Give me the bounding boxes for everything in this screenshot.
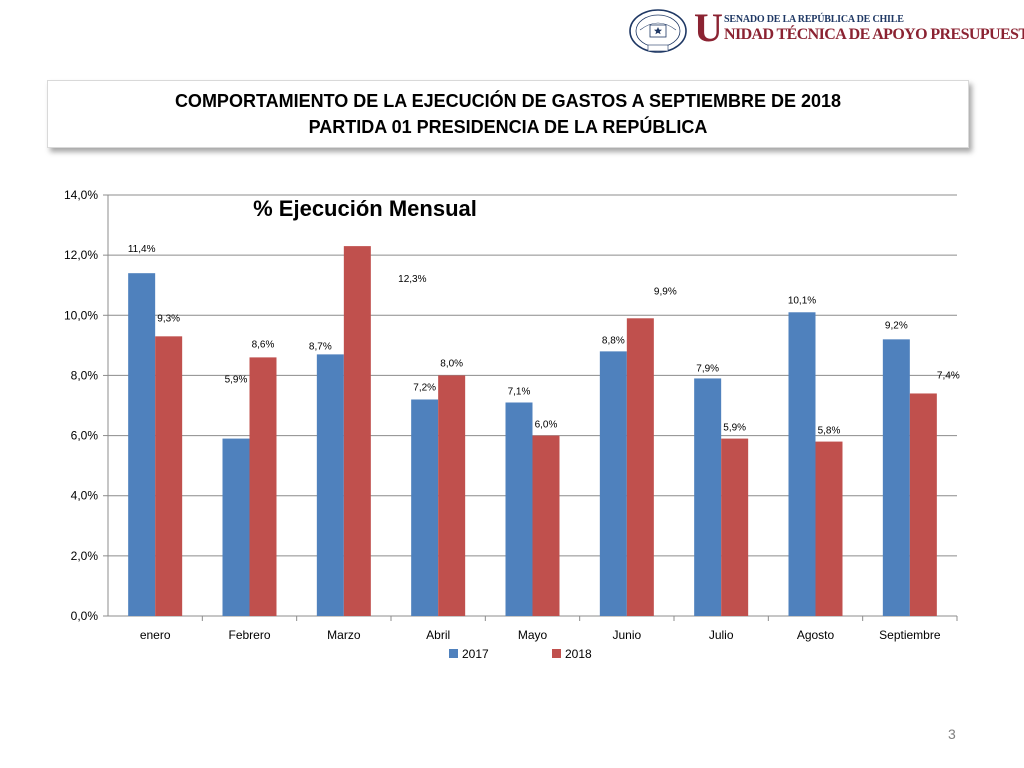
data-label-2018: 8,6%: [252, 339, 275, 350]
bar-2018-marzo: [343, 246, 371, 616]
bar-2017-septiembre: [882, 339, 910, 616]
bar-2018-abril: [438, 375, 466, 616]
bar-2017-abril: [411, 399, 439, 616]
logo-letter-u: U: [694, 5, 723, 50]
data-label-2017: 7,1%: [508, 386, 531, 397]
y-tick-label: 12,0%: [64, 248, 98, 262]
data-label-2017: 9,2%: [885, 320, 908, 331]
slide-title-box: COMPORTAMIENTO DE LA EJECUCIÓN DE GASTOS…: [47, 80, 969, 148]
data-label-2018: 9,9%: [654, 286, 677, 297]
x-tick-label: Julio: [709, 628, 734, 642]
bar-2017-julio: [694, 378, 722, 616]
y-tick-label: 2,0%: [71, 549, 99, 563]
legend-label-2017: 2017: [462, 647, 489, 661]
x-tick-label: Septiembre: [879, 628, 941, 642]
slide-title-line-1: COMPORTAMIENTO DE LA EJECUCIÓN DE GASTOS…: [174, 91, 842, 111]
bar-2017-enero: [128, 273, 156, 616]
bar-2018-enero: [155, 336, 183, 616]
y-tick-label: 10,0%: [64, 308, 98, 322]
data-label-2018: 5,9%: [723, 423, 746, 434]
y-tick-label: 6,0%: [71, 429, 99, 443]
data-label-2017: 8,8%: [602, 335, 625, 346]
legend-swatch-2017: [449, 649, 458, 658]
bar-2017-agosto: [788, 312, 816, 616]
data-label-2017: 7,9%: [696, 363, 719, 374]
data-label-2017: 7,2%: [413, 382, 436, 393]
legend-label-2018: 2018: [565, 647, 592, 661]
bar-2018-febrero: [249, 357, 277, 616]
logo-unit-text: NIDAD TÉCNICA DE APOYO PRESUPUESTARIO: [724, 26, 1024, 43]
data-label-2017: 11,4%: [128, 244, 156, 255]
data-label-2018: 6,0%: [535, 420, 558, 431]
logo: U SENADO DE LA REPÚBLICA DE CHILE NIDAD …: [626, 5, 1024, 56]
y-tick-label: 0,0%: [71, 609, 99, 623]
data-label-2018: 8,0%: [440, 358, 463, 369]
bar-2017-junio: [599, 351, 627, 616]
legend-swatch-2018: [552, 649, 561, 658]
slide-title-line-2: PARTIDA 01 PRESIDENCIA DE LA REPÚBLICA: [308, 117, 708, 137]
bar-2017-mayo: [505, 402, 533, 616]
bar-2018-junio: [626, 318, 654, 616]
y-tick-label: 8,0%: [71, 368, 99, 382]
x-tick-label: enero: [140, 628, 171, 642]
data-label-2018: 12,3%: [398, 274, 426, 285]
chart-title: % Ejecución Mensual: [253, 196, 477, 221]
x-tick-label: Mayo: [518, 628, 548, 642]
data-label-2018: 7,4%: [937, 370, 960, 381]
data-label-2017: 5,9%: [225, 375, 248, 386]
bar-2017-marzo: [316, 354, 344, 616]
bar-2018-agosto: [815, 441, 843, 616]
y-tick-label: 14,0%: [64, 188, 98, 202]
y-tick-label: 4,0%: [71, 489, 99, 503]
x-tick-label: Abril: [426, 628, 450, 642]
data-label-2017: 10,1%: [788, 295, 816, 306]
bar-2017-febrero: [222, 438, 250, 616]
x-tick-label: Marzo: [327, 628, 361, 642]
data-label-2017: 8,7%: [309, 341, 332, 352]
logo-senate-text: SENADO DE LA REPÚBLICA DE CHILE: [724, 14, 904, 25]
page-number: 3: [948, 726, 956, 742]
data-label-2018: 9,3%: [157, 313, 180, 324]
senate-seal-icon: [629, 9, 687, 53]
x-tick-label: Agosto: [797, 628, 835, 642]
x-tick-label: Junio: [612, 628, 641, 642]
bar-2018-julio: [721, 438, 749, 616]
bar-2018-septiembre: [909, 393, 937, 616]
data-label-2018: 5,8%: [818, 426, 841, 437]
x-tick-label: Febrero: [228, 628, 270, 642]
bar-2018-mayo: [532, 435, 560, 616]
